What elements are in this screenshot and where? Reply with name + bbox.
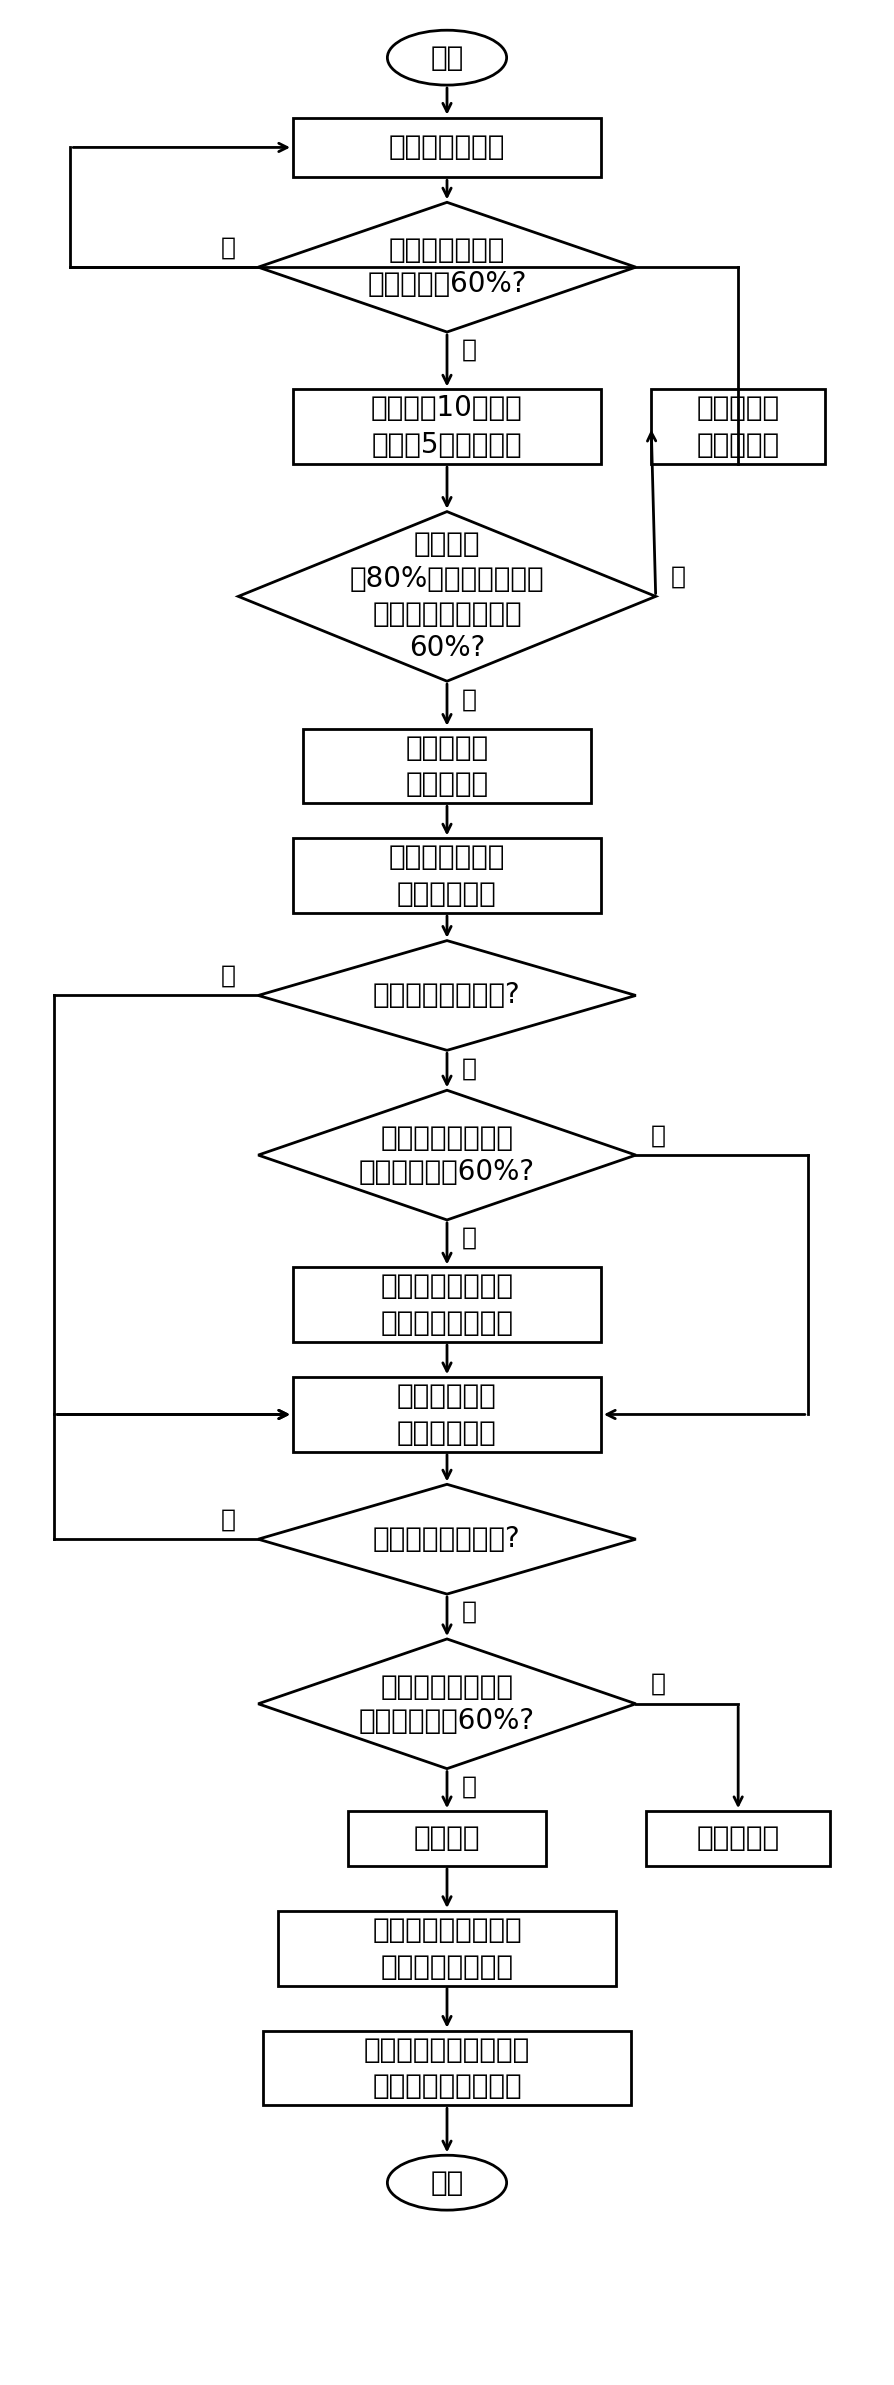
Ellipse shape — [387, 31, 507, 86]
Text: 是: 是 — [462, 1774, 477, 1798]
Text: 主站发送台区停电事
件至配网抢修平台: 主站发送台区停电事 件至配网抢修平台 — [372, 1915, 522, 1980]
Text: 集中器拟记
录停电事件: 集中器拟记 录停电事件 — [406, 735, 488, 799]
Text: 透抄的总表电压低
于参比电压的60%?: 透抄的总表电压低 于参比电压的60%? — [358, 1672, 536, 1736]
Bar — [646, 1810, 831, 1865]
Text: 结束: 结束 — [430, 2168, 464, 2197]
Text: 否: 否 — [651, 1672, 666, 1696]
Bar — [303, 727, 591, 804]
Text: 配网抢修平台发送工单
给相应抢修工作人员: 配网抢修平台发送工单 给相应抢修工作人员 — [364, 2034, 530, 2101]
Bar — [293, 1376, 601, 1452]
Text: 台区停电: 台区停电 — [414, 1825, 480, 1853]
Bar — [263, 2030, 631, 2106]
Text: 采集主站透抄
台区总表电压: 采集主站透抄 台区总表电压 — [397, 1381, 497, 1448]
Text: 集中器电压低于
参比电压的60%?: 集中器电压低于 参比电压的60%? — [367, 236, 527, 298]
Bar — [293, 1266, 601, 1343]
Ellipse shape — [387, 2156, 507, 2211]
Text: 集中器主动召测
台区总表电压: 集中器主动召测 台区总表电压 — [389, 844, 505, 909]
Polygon shape — [239, 513, 655, 682]
Text: 否: 否 — [221, 964, 236, 987]
Text: 是: 是 — [462, 1600, 477, 1624]
Bar — [293, 117, 601, 176]
Text: 成功透抄总表电压?: 成功透抄总表电压? — [373, 1524, 521, 1553]
Polygon shape — [258, 940, 636, 1049]
Text: 是: 是 — [462, 1057, 477, 1080]
Text: 开始: 开始 — [430, 43, 464, 72]
Text: 召测的总表电压低
于参比电压的60%?: 召测的总表电压低 于参比电压的60%? — [358, 1123, 536, 1185]
Text: 否: 否 — [670, 565, 686, 589]
Text: 集中器生成台区停
电事件并上报主站: 集中器生成台区停 电事件并上报主站 — [381, 1271, 513, 1338]
Text: 集中器正常运行: 集中器正常运行 — [389, 134, 505, 162]
Bar — [651, 389, 825, 465]
Bar — [278, 1910, 616, 1987]
Polygon shape — [258, 1483, 636, 1593]
Text: 否: 否 — [651, 1123, 666, 1147]
Text: 最后一次
且80%概率的所述交采
电压低于参比电压的
60%?: 最后一次 且80%概率的所述交采 电压低于参比电压的 60%? — [350, 529, 544, 663]
Polygon shape — [258, 1638, 636, 1770]
Polygon shape — [258, 1090, 636, 1221]
Text: 集中器不记
录停电事件: 集中器不记 录停电事件 — [696, 394, 780, 460]
Text: 是: 是 — [462, 687, 477, 711]
Text: 台区未停电: 台区未停电 — [696, 1825, 780, 1853]
Text: 否: 否 — [221, 236, 236, 260]
Text: 是: 是 — [462, 339, 477, 363]
Polygon shape — [258, 203, 636, 332]
Text: 集中器在10秒内至
少采集5次交采电压: 集中器在10秒内至 少采集5次交采电压 — [371, 394, 523, 460]
Text: 否: 否 — [221, 1507, 236, 1531]
Bar — [293, 389, 601, 465]
Bar — [348, 1810, 546, 1865]
Bar — [293, 837, 601, 913]
Text: 成功召测总表电压?: 成功召测总表电压? — [373, 983, 521, 1009]
Text: 是: 是 — [462, 1226, 477, 1250]
